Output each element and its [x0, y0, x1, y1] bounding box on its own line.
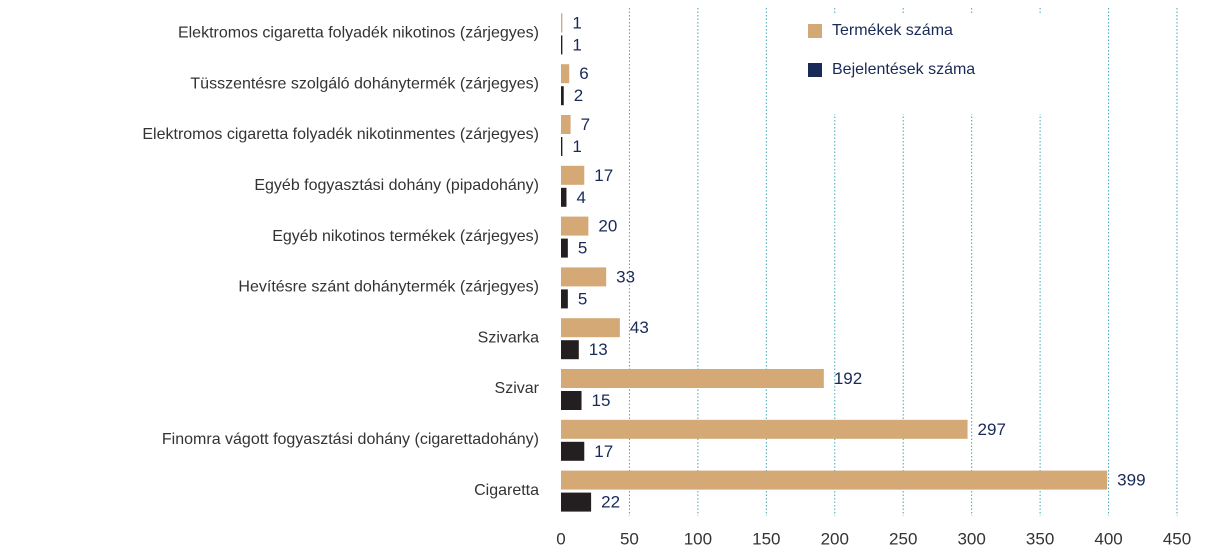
bar — [561, 492, 592, 512]
value-label: 1 — [572, 35, 581, 54]
bar — [561, 340, 579, 360]
value-label: 297 — [978, 420, 1006, 439]
bar — [561, 289, 568, 309]
y-tick-label: Elektromos cigaretta folyadék nikotinos … — [178, 25, 539, 42]
bar — [561, 165, 585, 185]
bar — [561, 13, 563, 33]
value-label: 1 — [572, 137, 581, 156]
value-label: 17 — [594, 442, 613, 461]
x-tick-label: 400 — [1094, 529, 1122, 548]
bar — [561, 64, 570, 84]
value-label: 6 — [579, 64, 588, 83]
bar — [561, 35, 563, 55]
value-label: 20 — [598, 217, 617, 236]
value-label: 4 — [576, 188, 585, 207]
x-tick-label: 350 — [1026, 529, 1054, 548]
x-tick-label: 200 — [821, 529, 849, 548]
value-label: 7 — [581, 115, 590, 134]
value-label: 1 — [572, 13, 581, 32]
x-tick-label: 250 — [889, 529, 917, 548]
bar — [561, 86, 564, 106]
value-label: 5 — [578, 289, 587, 308]
value-label: 192 — [834, 369, 862, 388]
y-tick-label: Szivarka — [478, 329, 539, 346]
value-label: 17 — [594, 166, 613, 185]
bar — [561, 115, 571, 134]
bar — [561, 369, 824, 388]
x-tick-label: 0 — [556, 529, 565, 548]
value-label: 22 — [601, 493, 620, 512]
x-tick-label: 300 — [957, 529, 985, 548]
value-label: 399 — [1117, 471, 1145, 490]
y-tick-label: Szivar — [495, 380, 540, 397]
x-tick-label: 50 — [620, 529, 639, 548]
legend-background — [800, 14, 1050, 114]
y-tick-label: Elektromos cigaretta folyadék nikotinmen… — [142, 126, 539, 143]
legend-label: Bejelentések száma — [832, 61, 975, 78]
legend-swatch — [808, 24, 822, 38]
bar — [561, 267, 607, 287]
value-label: 43 — [630, 318, 649, 337]
y-tick-label: Tüsszentésre szolgáló dohánytermék (zárj… — [190, 75, 539, 92]
bar — [561, 318, 620, 338]
legend-swatch — [808, 63, 822, 77]
bar — [561, 470, 1108, 490]
bar — [561, 238, 568, 258]
value-label: 13 — [589, 340, 608, 359]
bar — [561, 187, 567, 207]
value-label: 15 — [592, 391, 611, 410]
bar — [561, 441, 585, 461]
y-tick-label: Hevítésre szánt dohánytermék (zárjegyes) — [238, 279, 539, 296]
x-tick-label: 100 — [684, 529, 712, 548]
x-tick-label: 450 — [1163, 529, 1191, 548]
y-tick-label: Finomra vágott fogyasztási dohány (cigar… — [162, 431, 539, 448]
y-tick-label: Egyéb nikotinos termékek (zárjegyes) — [272, 228, 539, 245]
legend-label: Termékek száma — [832, 22, 953, 39]
value-label: 5 — [578, 239, 587, 258]
y-tick-label: Egyéb fogyasztási dohány (pipadohány) — [254, 177, 539, 194]
value-label: 2 — [574, 86, 583, 105]
bar — [561, 137, 563, 156]
bar — [561, 419, 968, 439]
value-label: 33 — [616, 267, 635, 286]
y-tick-label: Cigaretta — [474, 482, 539, 499]
bar — [561, 391, 582, 410]
bar — [561, 216, 589, 236]
x-tick-label: 150 — [752, 529, 780, 548]
